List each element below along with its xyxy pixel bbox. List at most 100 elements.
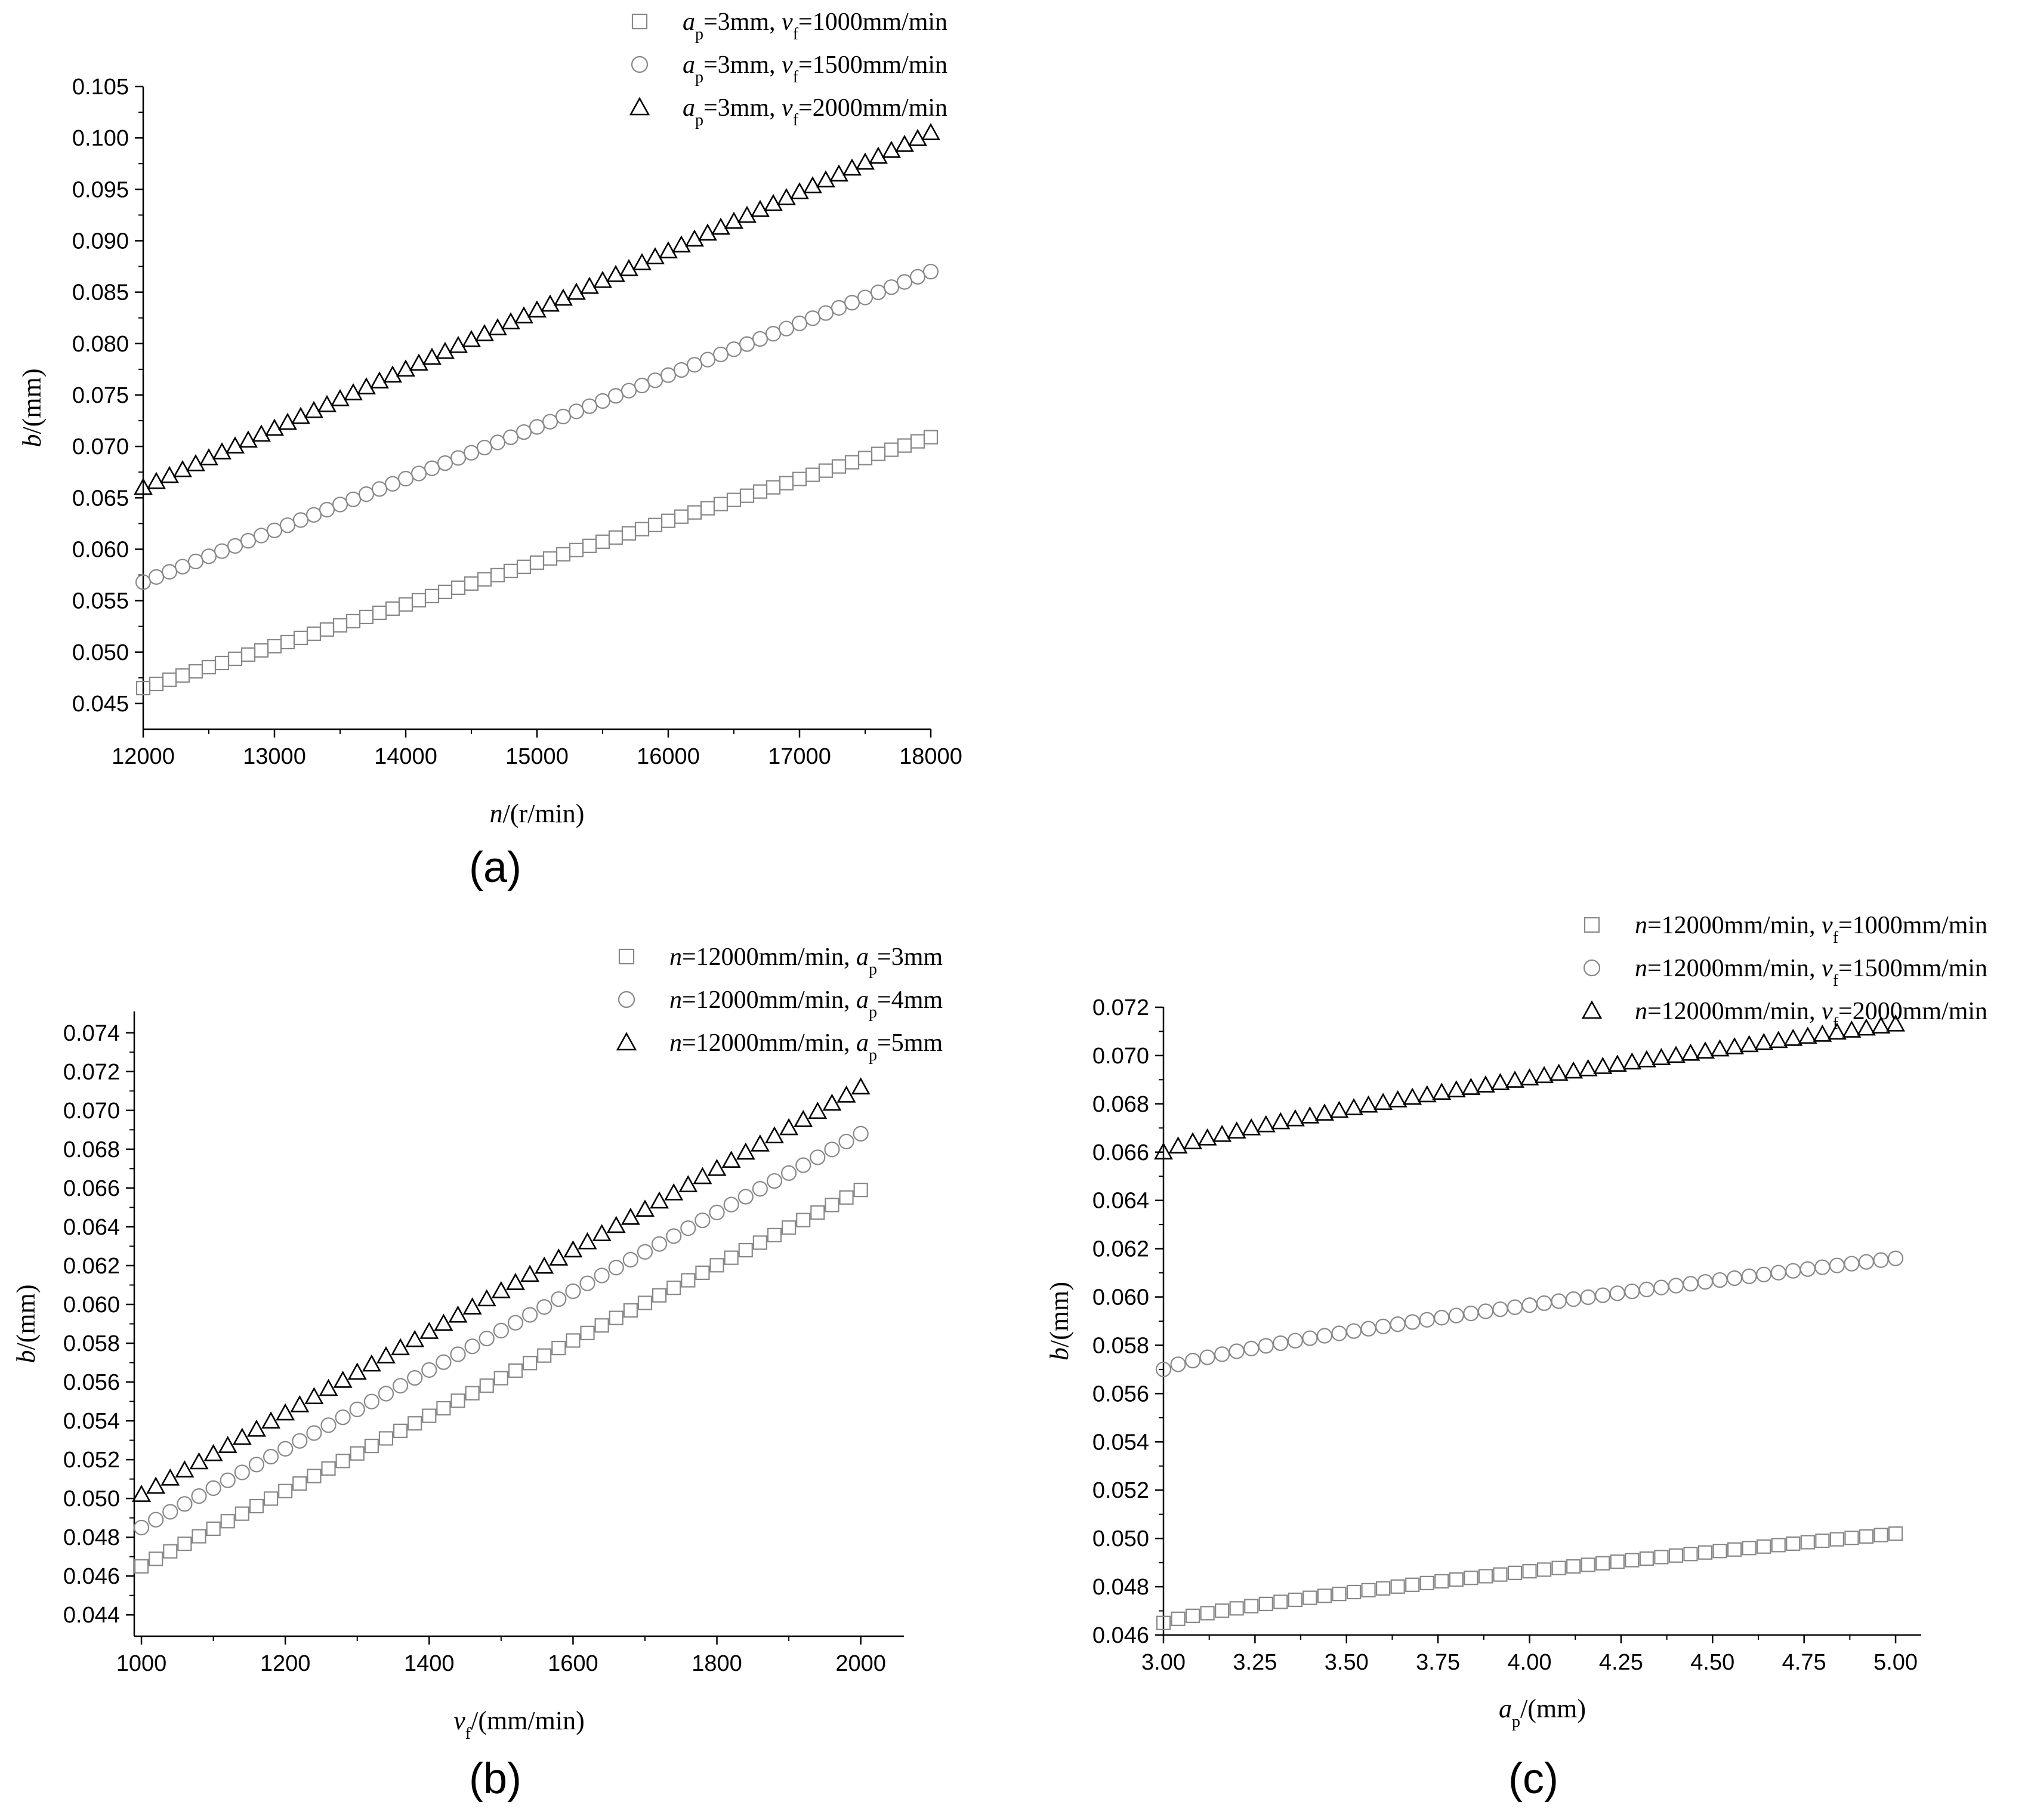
data-point [765, 326, 782, 342]
data-point [206, 1521, 221, 1536]
data-point [220, 1514, 235, 1529]
data-point [227, 651, 243, 667]
data-point [254, 643, 269, 658]
data-point [1858, 1254, 1875, 1270]
data-point [475, 324, 494, 341]
data-point [549, 1248, 569, 1266]
data-point [581, 398, 598, 414]
data-point [488, 318, 507, 335]
data-point [261, 1411, 281, 1429]
data-point [712, 346, 729, 363]
data-point [1535, 1066, 1554, 1084]
data-point [134, 477, 153, 495]
data-point [220, 1472, 236, 1488]
x-axis-label: ap/(mm) [1499, 1694, 1586, 1731]
data-point [566, 1333, 581, 1348]
data-point [1595, 1287, 1611, 1303]
data-point [693, 1167, 712, 1184]
y-tick-label: 0.050 [63, 1486, 120, 1511]
data-point [529, 419, 545, 435]
data-point [436, 341, 455, 359]
data-point [1610, 1554, 1625, 1569]
data-point [1434, 1310, 1450, 1326]
data-point [335, 1454, 350, 1469]
data-point [1785, 1263, 1801, 1279]
data-point [764, 194, 783, 211]
legend: ap=3mm, vf=1000mm/min ap=3mm, vf=1500mm/m… [629, 8, 947, 129]
data-point [502, 429, 519, 445]
data-point [135, 574, 152, 590]
data-point [724, 1250, 739, 1265]
data-point [555, 547, 571, 562]
y-tick-label: 0.046 [1092, 1623, 1149, 1648]
data-point [408, 1416, 422, 1431]
data-point [608, 530, 624, 545]
data-point [1712, 1272, 1728, 1288]
data-point [637, 1295, 653, 1310]
data-point [490, 567, 505, 582]
y-tick-label: 0.052 [63, 1448, 120, 1473]
data-point [1683, 1276, 1699, 1292]
x-tick-label: 1800 [692, 1651, 742, 1676]
data-point [1258, 1338, 1274, 1354]
data-point [391, 1338, 410, 1356]
series-square [134, 1183, 868, 1574]
data-point [424, 588, 440, 604]
data-point [1625, 1553, 1640, 1568]
y-tick-label: 0.070 [72, 434, 129, 459]
legend-marker-square [631, 13, 648, 30]
data-point [506, 1273, 525, 1290]
data-point [1154, 1142, 1173, 1160]
data-point [246, 1419, 266, 1437]
data-point [332, 496, 348, 513]
x-tick-label: 14000 [374, 744, 437, 769]
data-point [1844, 1531, 1859, 1546]
data-point [593, 270, 612, 288]
data-point [1536, 1295, 1552, 1311]
data-point [133, 1519, 150, 1536]
data-point [1302, 1590, 1317, 1605]
data-point [1344, 1098, 1363, 1115]
data-point [320, 1417, 337, 1433]
panel-label: (b) [469, 1755, 521, 1803]
y-tick-label: 0.064 [1092, 1189, 1149, 1214]
data-point [1490, 1073, 1510, 1090]
data-point [240, 647, 256, 662]
x-axis-label: vf/(mm/min) [453, 1706, 585, 1743]
data-point [507, 1315, 524, 1331]
y-tick-label: 0.048 [1092, 1575, 1149, 1600]
data-point [897, 438, 912, 453]
y-tick-label: 0.070 [1092, 1044, 1149, 1069]
data-point [1593, 1057, 1613, 1074]
data-point [621, 382, 637, 399]
legend: n=12000mm/min, ap=3mm n=12000mm/min, ap=4… [616, 943, 943, 1065]
data-point [148, 1511, 164, 1528]
data-point [1215, 1603, 1230, 1618]
data-point [777, 188, 796, 205]
data-point [569, 542, 584, 557]
data-point [791, 315, 808, 332]
data-point [726, 492, 742, 507]
series-circle [135, 264, 939, 590]
data-point [201, 659, 217, 675]
data-point [1288, 1592, 1302, 1608]
data-point [392, 1378, 409, 1394]
y-axis-label: b/(mm) [1045, 1282, 1074, 1361]
series-triangle [1154, 1014, 1906, 1160]
data-point [647, 372, 663, 388]
data-point [647, 517, 663, 532]
data-point [345, 613, 361, 629]
data-point [319, 502, 335, 518]
data-point [723, 1196, 739, 1213]
data-point [1332, 1587, 1347, 1602]
data-point [792, 471, 807, 486]
x-tick-label: 16000 [637, 744, 700, 769]
data-point [291, 406, 310, 424]
data-point [810, 1205, 825, 1220]
legend-entry: n=12000mm/min, vf=1000mm/min [1635, 912, 1987, 947]
data-point [1581, 1557, 1595, 1572]
y-tick-label: 0.060 [1092, 1285, 1149, 1310]
data-point [623, 1303, 638, 1318]
y-tick-label: 0.055 [72, 589, 129, 614]
data-point [664, 1183, 684, 1201]
